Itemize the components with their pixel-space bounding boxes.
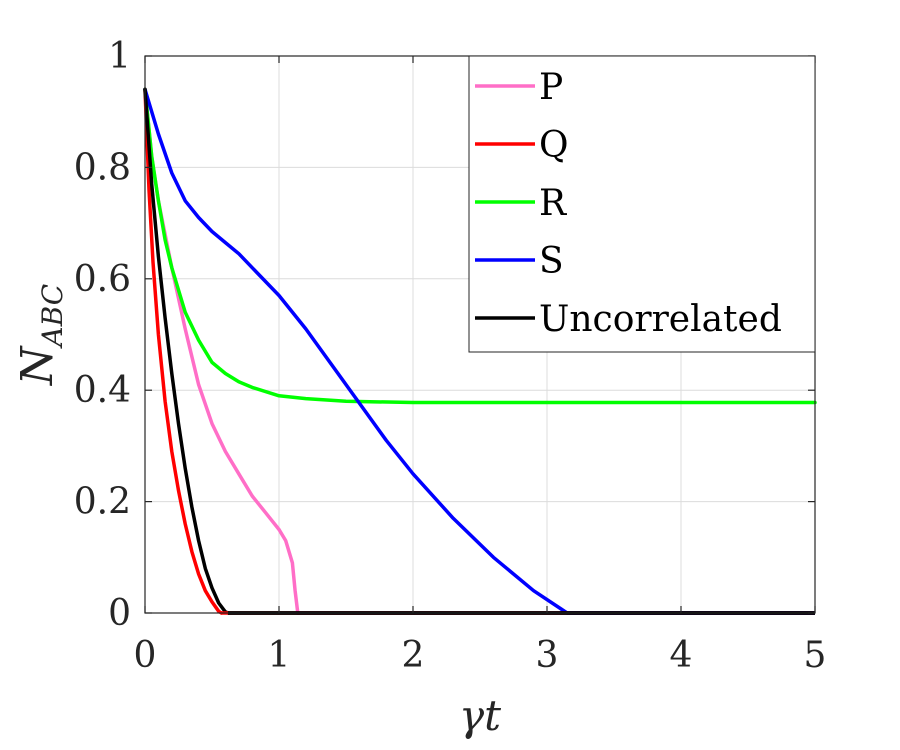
x-tick-label: 5 (804, 635, 827, 676)
y-axis-title-main: N (12, 345, 63, 386)
y-tick-label: 0.2 (74, 482, 131, 523)
legend-label: P (539, 67, 563, 108)
legend-label: Q (539, 125, 569, 166)
series-line (143, 87, 224, 615)
x-tick-label: 4 (670, 635, 693, 676)
series-line (143, 87, 817, 405)
y-axis-title: NABC (12, 284, 69, 386)
x-tick-label: 1 (268, 635, 291, 676)
x-tick-label: 2 (402, 635, 425, 676)
x-tick-labels: 0 1 2 3 4 5 (134, 635, 827, 676)
series-line (143, 87, 569, 615)
y-tick-label: 0.8 (74, 147, 131, 188)
legend-label: Uncorrelated (539, 299, 782, 340)
y-axis-title-subscript: ABC (36, 284, 69, 350)
x-axis-title: γt (459, 691, 501, 740)
series-line (143, 87, 230, 615)
x-tick-label: 0 (134, 635, 157, 676)
legend-label: R (539, 183, 567, 224)
y-tick-label: 0.4 (74, 370, 131, 411)
y-tick-labels: 0 0.2 0.4 0.6 0.8 1 (74, 36, 131, 634)
y-tick-label: 0.6 (74, 259, 131, 300)
legend-label: S (539, 241, 564, 282)
x-tick-label: 3 (536, 635, 559, 676)
y-tick-label: 0 (108, 593, 131, 634)
legend-box (468, 55, 816, 353)
y-tick-label: 1 (108, 36, 131, 77)
